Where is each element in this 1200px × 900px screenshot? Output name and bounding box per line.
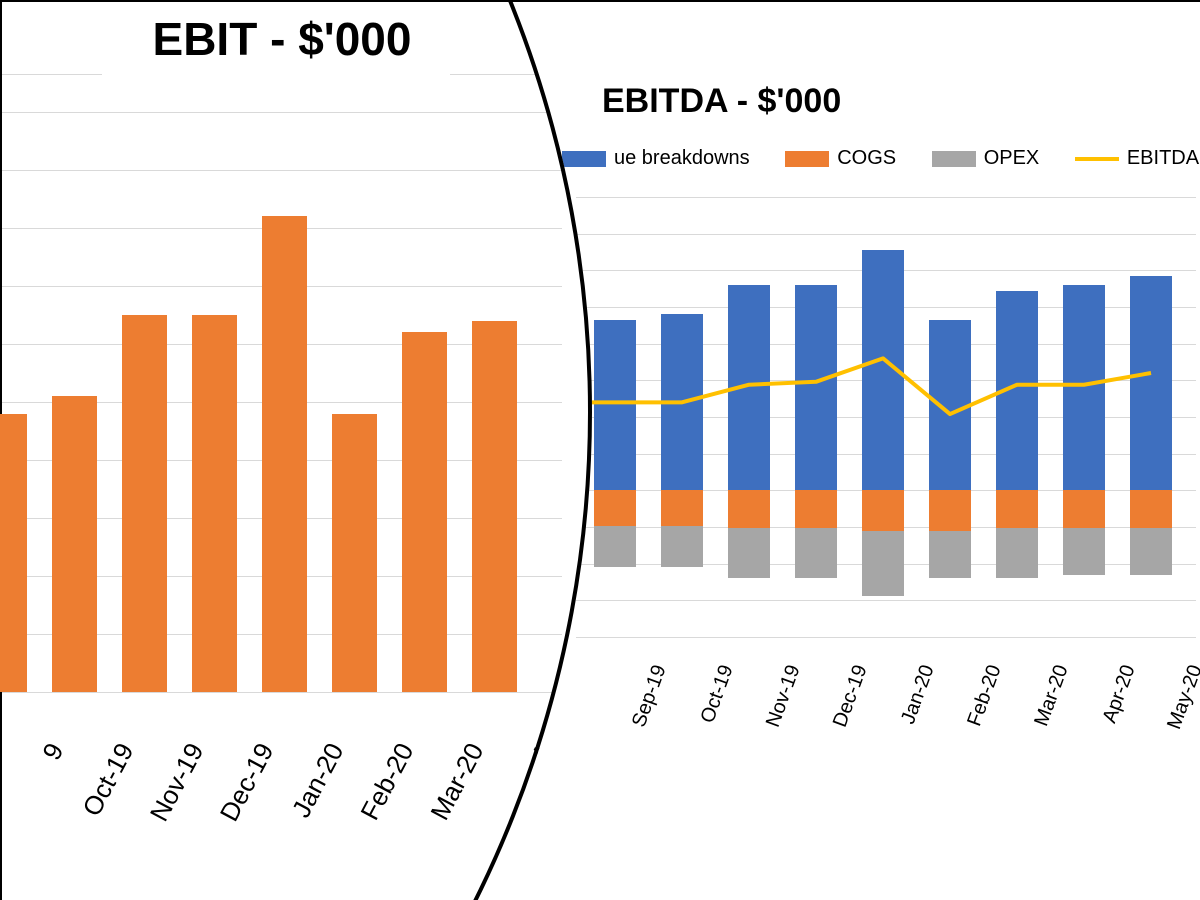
- gridline: [2, 692, 562, 693]
- x-axis-label: Oct-19: [686, 662, 738, 754]
- legend-label: COGS: [837, 147, 896, 169]
- ebit-bar: [332, 414, 377, 692]
- x-axis-label: Dec-19: [206, 738, 280, 841]
- x-axis-label: Feb-20: [954, 662, 1006, 754]
- ebit-bars: [2, 112, 562, 692]
- legend-item-cogs: COGS: [785, 147, 896, 170]
- ebit-title-wrap: EBIT - $'000: [2, 12, 562, 66]
- ebit-bar: [472, 321, 517, 692]
- x-axis-label: Nov-19: [753, 662, 805, 754]
- ebit-bar: [0, 414, 27, 692]
- ebitda-plot-area: [576, 197, 1196, 637]
- ebit-plot-area: [2, 112, 562, 692]
- x-axis-label: Nov-19: [136, 738, 210, 841]
- legend-swatch-ebitda: [1075, 157, 1119, 161]
- x-axis-label: Jan-20: [887, 662, 939, 754]
- gridline: [576, 637, 1196, 638]
- legend-label: OPEX: [984, 147, 1040, 169]
- legend-item-revenue: ue breakdowns: [562, 147, 750, 170]
- ebit-bar: [262, 216, 307, 692]
- legend-item-opex: OPEX: [932, 147, 1040, 170]
- ebit-bar: [402, 332, 447, 692]
- legend-swatch-cogs: [785, 151, 829, 167]
- x-axis-label: Mar-20: [1021, 662, 1073, 754]
- title-rule: [2, 74, 102, 75]
- ebit-bar: [122, 315, 167, 692]
- stage: EBITDA - $'000 ue breakdowns COGS OPEX E…: [0, 0, 1200, 900]
- ebitda-line: [576, 197, 1196, 637]
- legend-swatch-opex: [932, 151, 976, 167]
- x-axis-label: 9: [0, 738, 70, 841]
- ebit-title: EBIT - $'000: [153, 13, 412, 65]
- x-axis-label: Jan-20: [276, 738, 350, 841]
- ebit-bar: [52, 396, 97, 692]
- legend-item-ebitda: EBITDA: [1075, 147, 1199, 170]
- x-axis-label: Sep-19: [619, 662, 671, 754]
- ebitda-legend: ue breakdowns COGS OPEX EBITDA: [562, 147, 1200, 170]
- ebitda-title: EBITDA - $'000: [602, 82, 841, 121]
- x-axis-label: Dec-19: [820, 662, 872, 754]
- ebit-x-labels: 9Oct-19Nov-19Dec-19Jan-20Feb-20Mar-20A: [2, 732, 562, 900]
- x-axis-label: Apr-20: [1088, 662, 1140, 754]
- ebitda-x-labels: Sep-19 Oct-19 Nov-19 Dec-19 Jan-20 Feb-20 Mar-…: [576, 662, 1196, 862]
- x-axis-label: Oct-19: [66, 738, 140, 841]
- x-axis-label: Mar-20: [416, 738, 490, 841]
- legend-swatch-revenue: [562, 151, 606, 167]
- ebit-bar: [192, 315, 237, 692]
- legend-label: EBITDA: [1127, 147, 1199, 169]
- legend-label: ue breakdowns: [614, 147, 750, 169]
- x-axis-label: May-20: [1155, 662, 1200, 754]
- x-axis-label: Feb-20: [346, 738, 420, 841]
